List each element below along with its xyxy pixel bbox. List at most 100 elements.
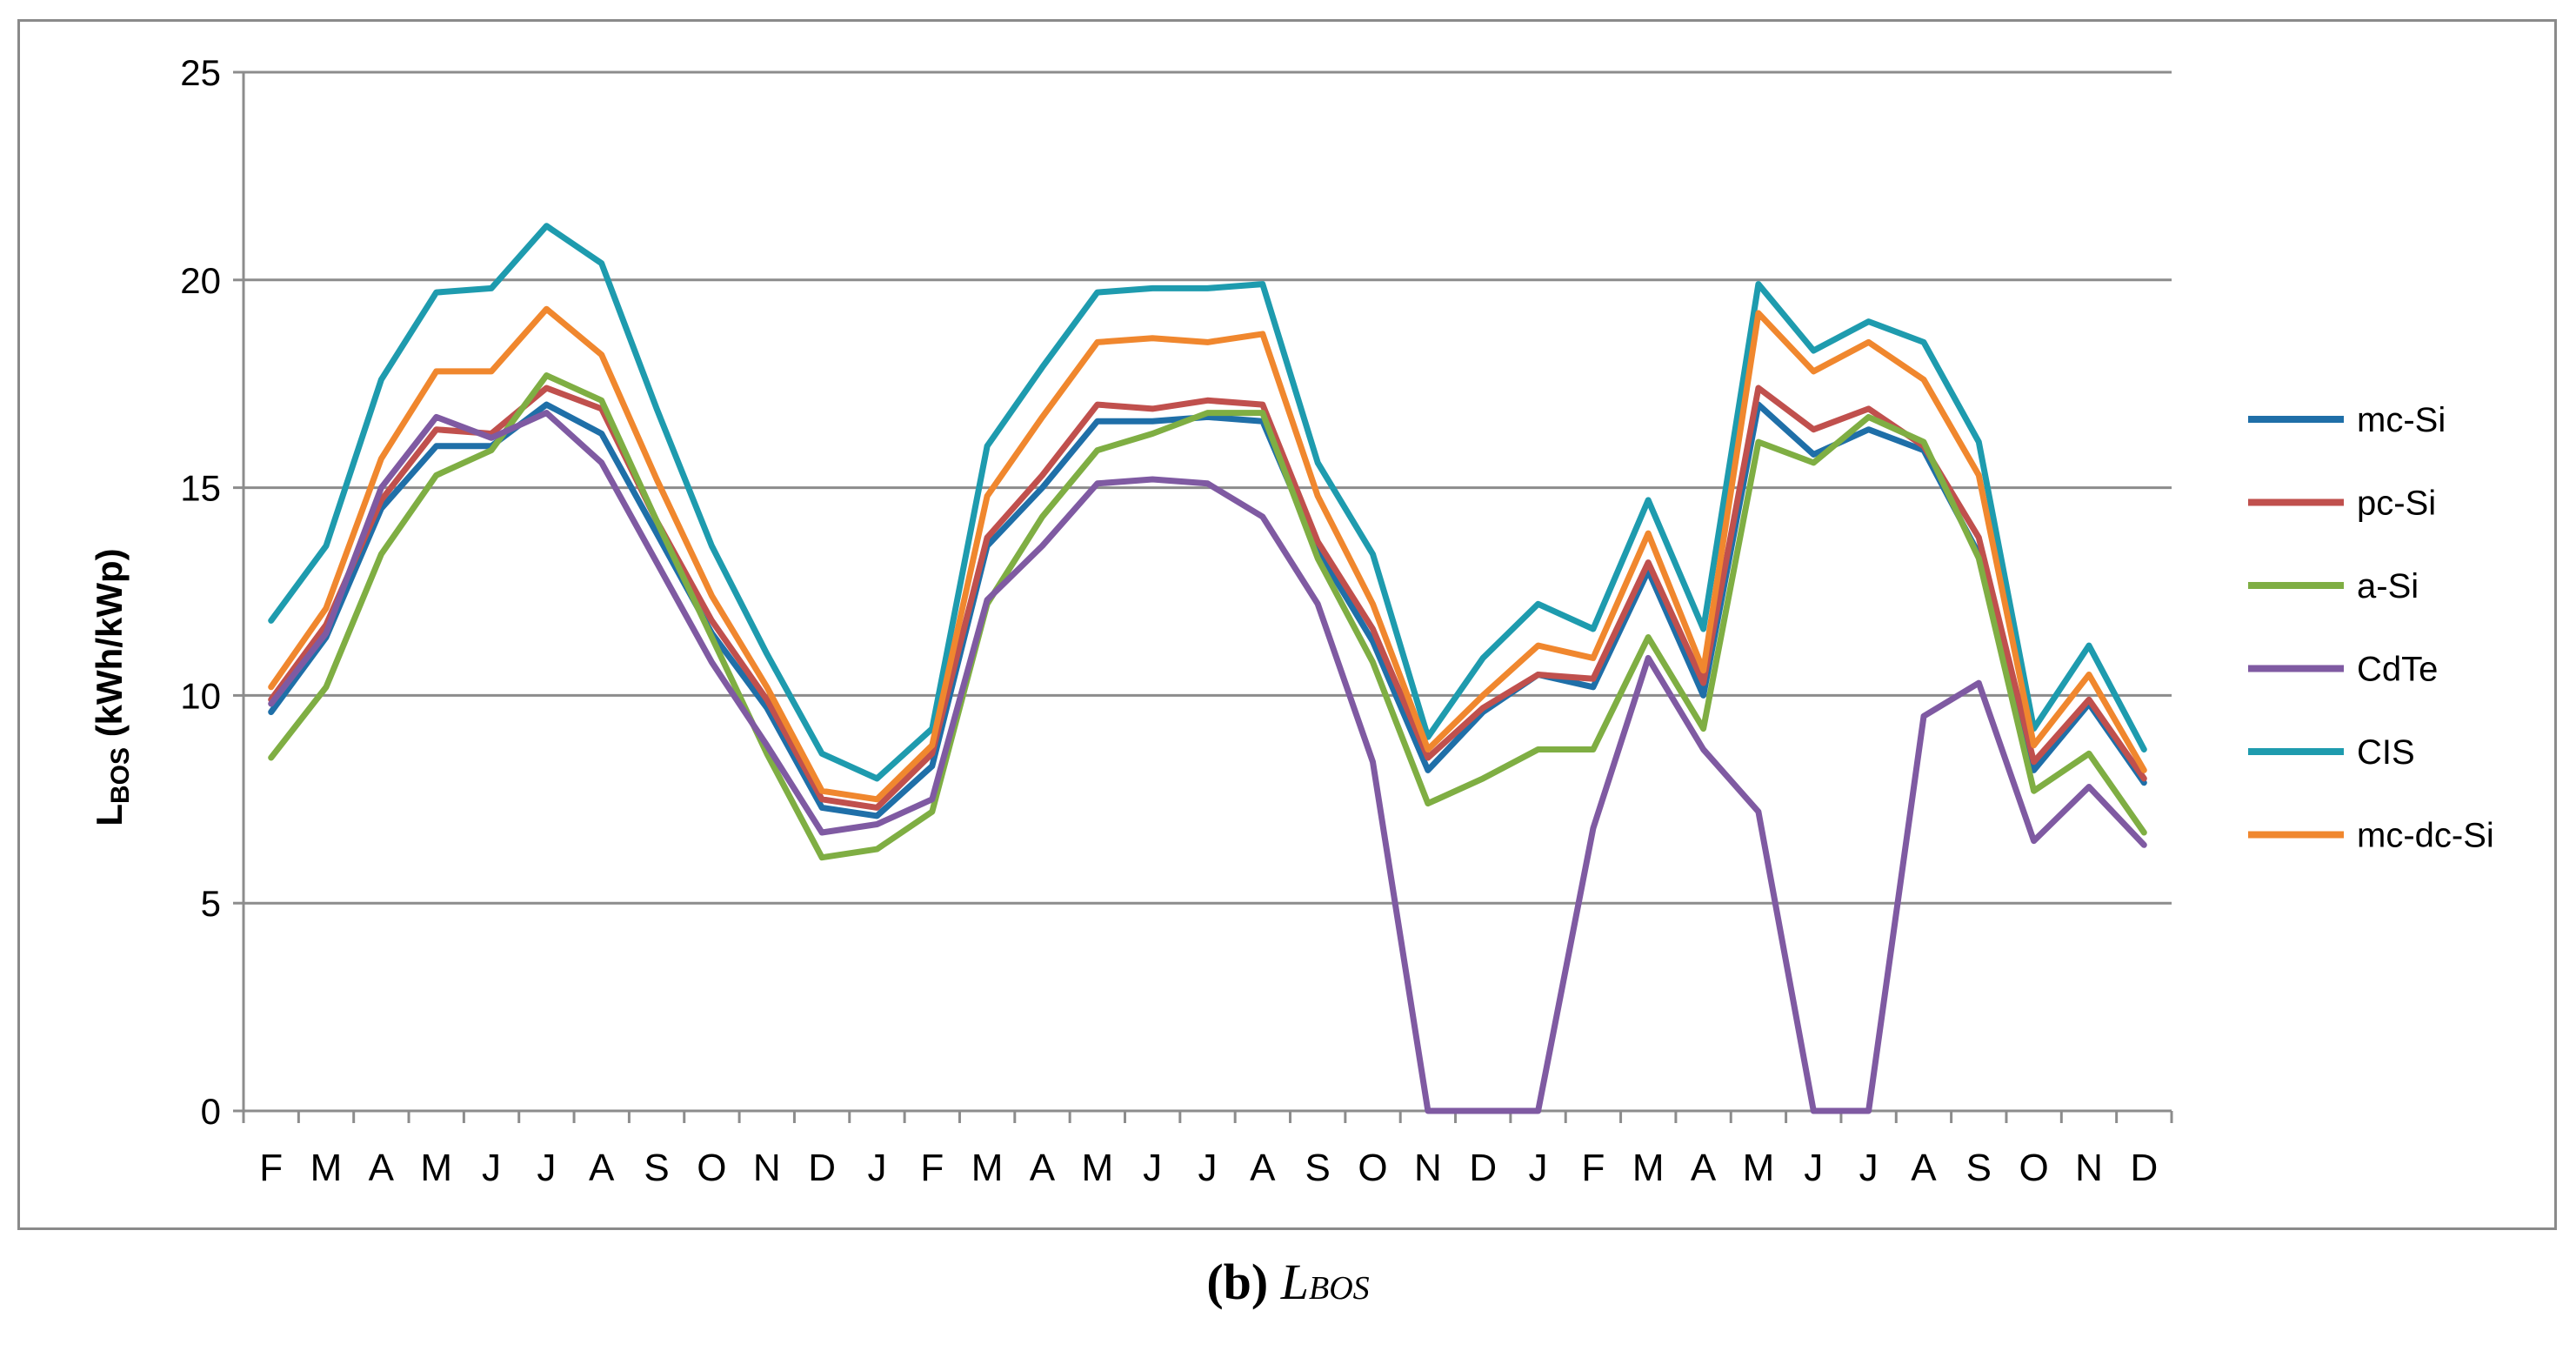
data-point [874,813,879,819]
data-point [1645,531,1651,536]
data-point [269,755,274,760]
data-point [434,427,439,432]
x-tick-label: D [2130,1147,2158,1189]
data-point [930,797,935,802]
y-axis-label: LBOS (kWh/kWp) [89,548,135,826]
data-point [1260,282,1265,287]
data-point [819,797,824,802]
data-point [1480,776,1485,781]
x-tick-label: J [482,1147,501,1189]
x-tick-label: O [2019,1147,2049,1189]
data-point [1371,639,1376,644]
data-point [709,593,714,599]
data-point [1645,498,1651,503]
data-point [819,751,824,756]
data-point [709,659,714,665]
data-point [709,635,714,640]
x-tick-label: J [867,1147,886,1189]
data-point [324,605,329,611]
data-point [819,788,824,793]
x-tick-label: D [808,1147,836,1189]
data-point [599,398,604,403]
data-point [2141,767,2146,772]
series-CIS [268,223,2147,782]
data-point [709,618,714,623]
data-point [1645,655,1651,660]
chart-frame [17,19,2557,1230]
data-point [1536,601,1541,606]
y-axis-label-sub: BOS [106,747,135,804]
x-tick-label: A [1030,1147,1056,1189]
data-point [1095,290,1100,295]
data-point [324,543,329,548]
data-point [764,743,770,748]
x-tick-label: M [1632,1147,1665,1189]
data-point [874,776,879,781]
data-point [930,743,935,748]
x-tick-label: N [753,1147,781,1189]
legend-item: mc-dc-Si [2248,817,2494,855]
data-point [709,543,714,548]
data-point [269,701,274,706]
data-point [489,435,494,440]
data-point [874,805,879,810]
x-tick-label: F [1581,1147,1605,1189]
data-point [489,448,494,453]
data-point [1371,659,1376,665]
data-point [1866,339,1872,344]
data-point [874,821,879,826]
data-point [930,764,935,769]
legend-item: CdTe [2248,651,2438,689]
data-point [378,552,384,557]
x-tick-label: M [310,1147,343,1189]
data-point [1371,601,1376,606]
data-point [1976,556,1981,561]
data-point [1425,801,1431,806]
data-point [930,751,935,756]
x-tick-label: M [971,1147,1004,1189]
series-pc-Si [268,385,2147,811]
data-point [819,855,824,860]
legend-label: mc-dc-Si [2357,817,2494,855]
data-point [378,377,384,382]
x-tick-label: J [1804,1147,1823,1189]
x-tick-label: J [1198,1147,1218,1189]
data-point [544,402,549,407]
data-point [2086,751,2092,756]
y-tick-label: 20 [180,260,221,301]
series-line [268,372,2147,861]
data-point [599,431,604,437]
data-point [269,710,274,715]
data-point [1701,668,1706,673]
legend-item: CIS [2248,733,2415,772]
x-tick-label: S [1966,1147,1992,1189]
data-point [1591,676,1596,681]
data-point [1976,439,1981,445]
data-point [1591,626,1596,632]
data-point [1371,759,1376,765]
data-point [1480,655,1485,660]
data-point [2141,830,2146,835]
data-point [1645,635,1651,640]
data-point [2086,672,2092,678]
data-point [1811,427,1816,432]
data-point [1150,431,1155,437]
data-point [1976,680,1981,686]
data-point [1260,331,1265,337]
axes [233,70,2173,1123]
data-point [1591,655,1596,660]
data-point [1811,1108,1816,1114]
series-CdTe [268,410,2147,1114]
data-point [1205,398,1210,403]
data-point [1095,481,1100,486]
data-point [1756,439,1761,445]
data-point [1591,826,1596,831]
data-point [1205,285,1210,291]
data-point [1866,1108,1872,1114]
data-point [434,290,439,295]
data-point [1701,726,1706,732]
data-point [2086,697,2092,702]
data-point [2032,743,2037,748]
x-tick-label: J [537,1147,556,1189]
data-point [434,369,439,374]
